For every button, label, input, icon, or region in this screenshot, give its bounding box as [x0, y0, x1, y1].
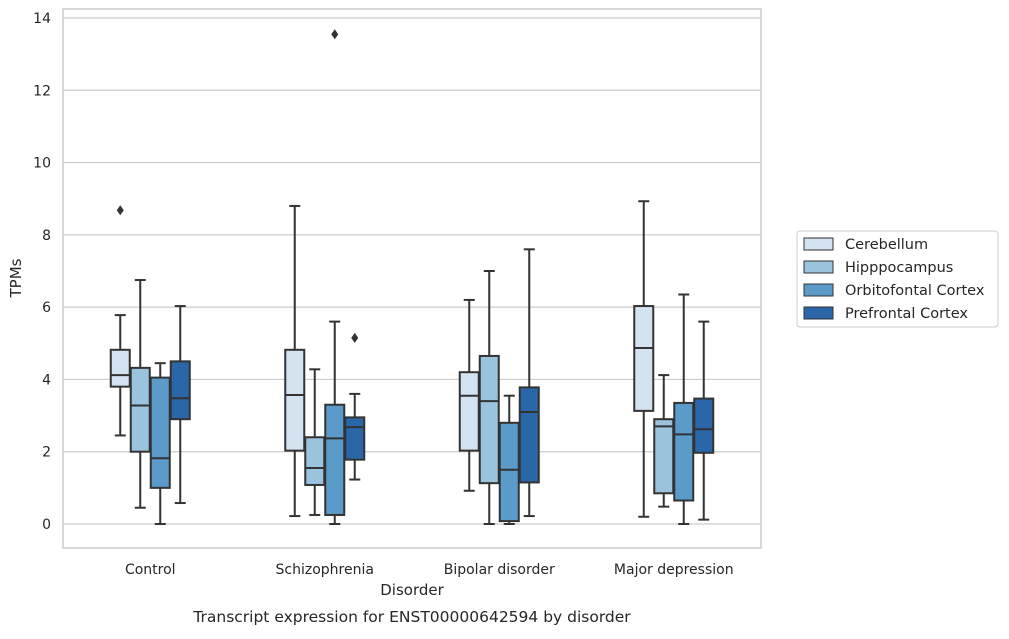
box-group: [633, 200, 655, 518]
legend-swatch: [803, 260, 834, 274]
y-tick-label: 8: [42, 228, 51, 244]
y-tick-label: 10: [33, 156, 51, 172]
box-iqr: [324, 403, 346, 516]
box-group: [673, 293, 695, 525]
figure-caption: Transcript expression for ENST0000064259…: [192, 608, 631, 626]
y-tick-label: 0: [42, 517, 51, 533]
box-iqr: [109, 348, 131, 388]
box-iqr: [149, 376, 171, 489]
x-tick-label: Bipolar disorder: [444, 562, 555, 578]
legend-swatch: [803, 237, 834, 251]
box-iqr: [693, 397, 715, 454]
legend-label: Cerebellum: [845, 237, 928, 253]
legend-label: Hipppocampus: [845, 260, 953, 276]
x-axis-label: Disorder: [380, 581, 444, 599]
y-tick-label: 12: [33, 83, 51, 99]
y-tick-label: 6: [42, 300, 51, 316]
x-tick-label: Major depression: [614, 562, 734, 578]
box-group: [129, 279, 151, 509]
box-group: [478, 270, 500, 525]
legend-frame: [796, 230, 999, 328]
y-axis-label: TPMs: [7, 258, 25, 298]
box-group: [693, 320, 715, 521]
outlier-marker: [116, 205, 124, 216]
box-iqr: [169, 360, 191, 421]
plot-frame: [62, 8, 762, 549]
box-iqr: [129, 366, 151, 453]
legend: Cerebellum Hipppocampus Orbitofontal Corte…: [796, 230, 999, 328]
box-iqr: [458, 371, 480, 452]
y-tick-label: 4: [42, 372, 51, 388]
y-tick-labels: 0 2 4 6 8 10 12 14: [33, 11, 51, 533]
y-tick-label: 2: [42, 445, 51, 461]
box-group: [109, 205, 131, 437]
box-group: [458, 298, 480, 492]
box-iqr: [344, 416, 366, 461]
box-iqr: [304, 436, 326, 486]
box-iqr: [633, 305, 655, 412]
box-group: [653, 374, 675, 508]
box-group: [518, 248, 540, 518]
box-group: [149, 362, 171, 525]
box-iqr: [518, 386, 540, 484]
box-iqr: [284, 348, 306, 452]
box-series: [109, 29, 715, 525]
x-tick-label: Schizophrenia: [276, 562, 374, 578]
legend-swatch: [803, 306, 834, 320]
outlier-marker: [351, 332, 359, 343]
box-iqr: [498, 421, 520, 523]
legend-items: Cerebellum Hipppocampus Orbitofontal Corte…: [803, 237, 985, 322]
box-iqr: [653, 418, 675, 495]
box-group: [284, 204, 306, 518]
box-iqr: [673, 401, 695, 502]
box-group: [344, 332, 366, 481]
box-iqr: [478, 354, 500, 485]
box-group: [169, 305, 191, 505]
y-tick-label: 14: [33, 11, 51, 27]
outlier-marker: [331, 29, 339, 40]
box-group: [304, 368, 326, 516]
x-tick-label: Control: [125, 562, 176, 578]
legend-swatch: [803, 283, 834, 297]
x-tick-labels: Control Schizophrenia Bipolar disorder Majo…: [125, 562, 734, 578]
legend-label: Prefrontal Cortex: [845, 306, 968, 322]
legend-label: Orbitofontal Cortex: [845, 283, 985, 299]
